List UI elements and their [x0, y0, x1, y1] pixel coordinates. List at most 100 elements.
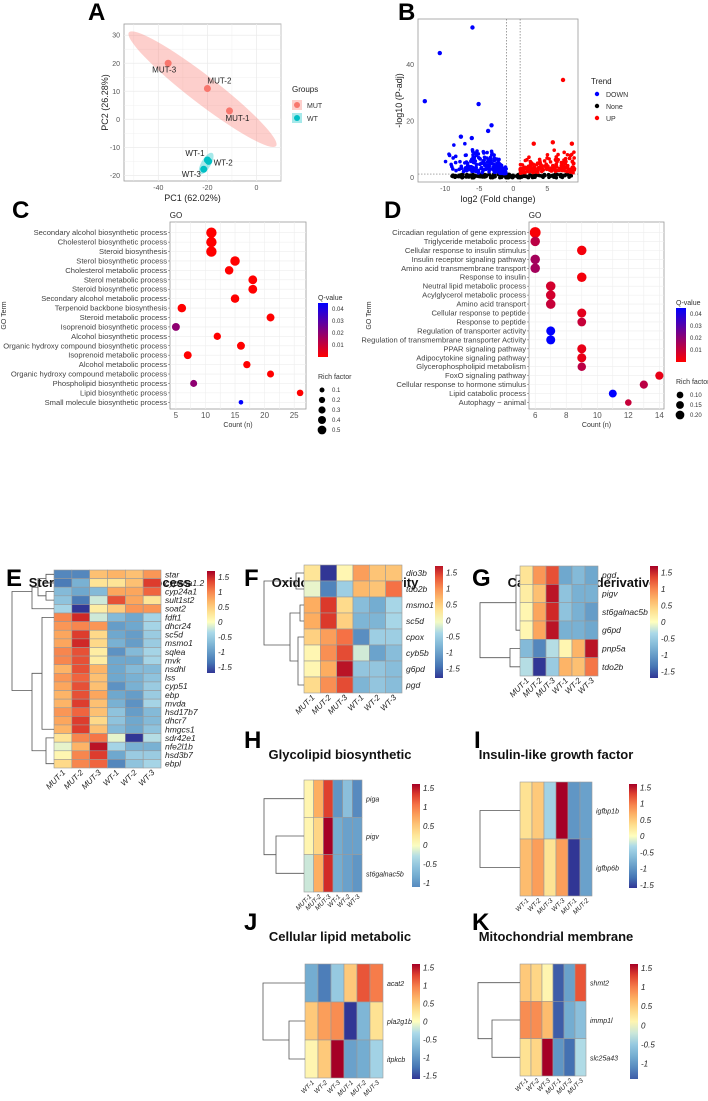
- heatmap-cell: [558, 657, 573, 677]
- go-bubble: [577, 317, 587, 327]
- heatmap-cell: [519, 1001, 532, 1039]
- heatmap-title: Mitochondrial membrane: [479, 929, 634, 944]
- dendrogram-branch: [45, 737, 54, 765]
- color-bar: [630, 964, 638, 1079]
- point-none: [484, 173, 488, 178]
- color-bar-tick: -1.5: [218, 663, 232, 672]
- row-label: pgd: [601, 570, 616, 580]
- heatmap-cell: [53, 681, 73, 691]
- go-term-label: Isoprenoid biosynthetic process: [61, 322, 168, 331]
- dendrogram-branch: [262, 982, 305, 1041]
- heatmap-cell: [107, 647, 126, 657]
- point-none: [563, 173, 567, 178]
- dendrogram-branch: [288, 1020, 305, 1060]
- heatmap-cell: [336, 564, 354, 582]
- data-point: [225, 107, 233, 115]
- heatmap-cell: [142, 698, 162, 709]
- go-bubble: [183, 351, 192, 360]
- heatmap-cell: [332, 817, 343, 855]
- heatmap-cell: [541, 1038, 554, 1077]
- plot-title: GO: [170, 211, 182, 220]
- y-tick-label: 30: [112, 33, 120, 40]
- heatmap-cell: [385, 644, 403, 662]
- row-dendrogram: [263, 798, 304, 874]
- point-down: [482, 151, 486, 155]
- dendrogram-branch: [297, 636, 304, 686]
- heatmap-cell: [356, 963, 371, 1003]
- color-bar-tick: -1: [218, 648, 225, 657]
- point-none: [487, 172, 492, 177]
- heatmap-cell: [142, 647, 162, 657]
- point-down: [496, 158, 501, 163]
- heatmap-cell: [519, 602, 534, 622]
- row-dendrogram: [479, 810, 520, 868]
- row-label: pla2g1b: [386, 1019, 412, 1026]
- heatmap-cell: [552, 1038, 565, 1077]
- point-down: [503, 170, 508, 175]
- x-tick-label: 12: [624, 411, 633, 420]
- go-bubble: [577, 245, 587, 256]
- legend-label: MUT: [307, 103, 323, 110]
- y-axis-label: PC2 (26.28%): [100, 74, 110, 131]
- column-label: WT-2: [362, 693, 382, 713]
- color-scale: 1.5 1 0.5 0 -0.5 -1: [412, 784, 437, 888]
- heatmap-cell: [352, 580, 370, 598]
- point-down: [485, 165, 490, 170]
- row-label: g6pd: [602, 625, 621, 635]
- heatmap-cell: [53, 629, 73, 640]
- heatmap-cell: [369, 580, 386, 598]
- heatmap-cell: [303, 779, 314, 818]
- data-point: [164, 59, 172, 67]
- color-bar-tick: 1: [446, 584, 450, 593]
- row-label: cyp51: [165, 681, 188, 691]
- panel-label-h: H: [244, 727, 261, 754]
- heatmap-cell: [584, 620, 599, 640]
- point-up: [529, 161, 534, 165]
- heatmap-cell: [142, 673, 162, 683]
- heatmap-cell: [71, 733, 90, 743]
- heatmap-cell: [125, 629, 144, 640]
- heatmap-cell: [142, 638, 162, 648]
- go-bubble: [545, 281, 556, 291]
- y-axis-label: -log10 (P-adj): [394, 73, 404, 128]
- heatmap-cell: [519, 963, 532, 1002]
- go-term-label: Circadian regulation of gene expression: [392, 228, 526, 237]
- legend-rich-factor: Rich factor 0.10 0.15 0.20: [675, 379, 708, 420]
- heatmap-cell: [531, 838, 545, 897]
- color-bar: [207, 571, 215, 673]
- heatmap-cell: [352, 660, 370, 678]
- point-up: [545, 152, 550, 157]
- column-label: WT-1: [300, 1079, 316, 1095]
- row-label: cpox: [406, 632, 425, 642]
- x-tick-label: 10: [201, 411, 210, 420]
- heatmap-cell: [107, 621, 126, 631]
- heatmap-cell: [304, 1001, 319, 1041]
- heatmap-cell: [71, 655, 90, 665]
- heatmap-cell: [532, 639, 547, 658]
- heatmap-cell: [125, 750, 144, 760]
- point-up: [521, 170, 525, 175]
- legend-tick: 0.02: [690, 336, 702, 342]
- heatmap-cell: [558, 620, 573, 640]
- heatmap-cell: [385, 596, 403, 614]
- heatmap-cell: [142, 655, 162, 665]
- dendrogram-branch: [263, 798, 304, 856]
- legend-dot: [318, 406, 326, 414]
- point-down: [470, 169, 474, 174]
- point-none: [516, 175, 521, 180]
- row-label: pgd: [405, 680, 420, 690]
- heatmap-cell: [89, 647, 108, 657]
- heatmap-cell: [303, 676, 321, 694]
- heatmap-cell: [352, 644, 370, 662]
- heatmap-cell: [71, 750, 90, 760]
- point-down: [463, 165, 468, 170]
- heatmap-cell: [385, 564, 403, 582]
- point-down: [480, 170, 485, 175]
- point-none: [510, 175, 515, 180]
- go-term-label: Autophagy − animal: [459, 398, 527, 407]
- point-up: [550, 140, 556, 145]
- y-tick-label: 20: [112, 61, 120, 68]
- color-bar-tick: -1: [661, 651, 668, 660]
- heatmap-cell: [107, 681, 126, 691]
- y-tick-label: -20: [110, 173, 120, 180]
